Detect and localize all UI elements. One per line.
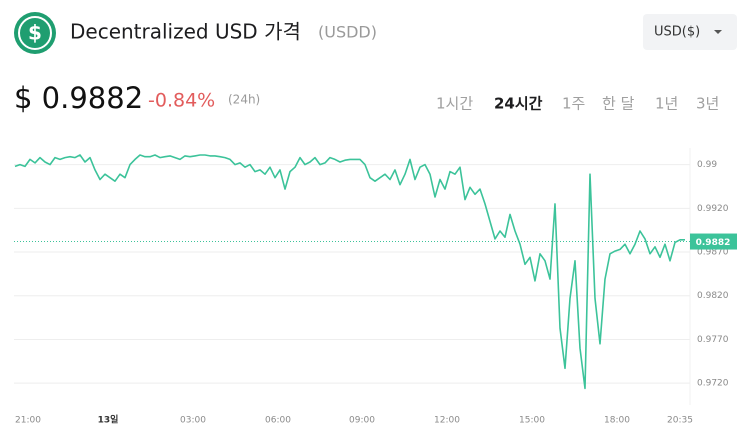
symbol: (USDD) xyxy=(318,23,377,42)
y-tick-label: 0.99 xyxy=(697,160,717,170)
range-tab[interactable]: 한 달 xyxy=(602,95,635,113)
range-tab[interactable]: 1년 xyxy=(655,95,678,113)
y-tick-label: 0.9720 xyxy=(697,379,729,389)
svg-text:$: $ xyxy=(28,21,42,45)
x-tick-label: 13일 xyxy=(98,414,119,426)
logo: $ xyxy=(14,12,56,54)
current-price-tag xyxy=(690,233,737,250)
currency-select[interactable]: USD($) xyxy=(643,14,737,50)
currency-label[interactable]: USD($) xyxy=(654,25,700,40)
x-tick-label: 20:35 xyxy=(667,416,693,426)
x-tick-label: 03:00 xyxy=(180,416,206,426)
range-tabs: 1시간 24시간 1주 한 달 1년 3년 xyxy=(436,95,719,113)
x-tick-label: 18:00 xyxy=(604,416,630,426)
y-tick-label: 0.9770 xyxy=(697,335,729,345)
x-tick-label: 06:00 xyxy=(265,416,291,426)
range-tab[interactable]: 1시간 xyxy=(436,95,473,113)
range-tab[interactable]: 1주 xyxy=(562,95,585,113)
price-change: -0.84% xyxy=(148,90,215,112)
y-tick-label: 0.9870 xyxy=(697,248,729,258)
x-tick-label: 21:00 xyxy=(15,416,41,426)
title: Decentralized USD 가격 xyxy=(70,20,301,44)
chart: 0.99 0.9920 0.9870 0.9820 0.9770 0.9720 21:00 1… xyxy=(14,148,737,426)
x-tick-label: 12:00 xyxy=(434,416,460,426)
range-tab[interactable]: 3년 xyxy=(696,95,719,113)
current-price-label: 0.9882 xyxy=(696,238,731,248)
x-tick-label: 09:00 xyxy=(349,416,375,426)
price: $ 0.9882 xyxy=(14,81,143,115)
price-line xyxy=(14,154,685,390)
y-tick-label: 0.9920 xyxy=(697,204,729,214)
range-tab[interactable]: 24시간 xyxy=(494,95,543,113)
change-period: (24h) xyxy=(228,93,260,107)
x-tick-label: 15:00 xyxy=(519,416,545,426)
y-tick-label: 0.9820 xyxy=(697,291,729,301)
